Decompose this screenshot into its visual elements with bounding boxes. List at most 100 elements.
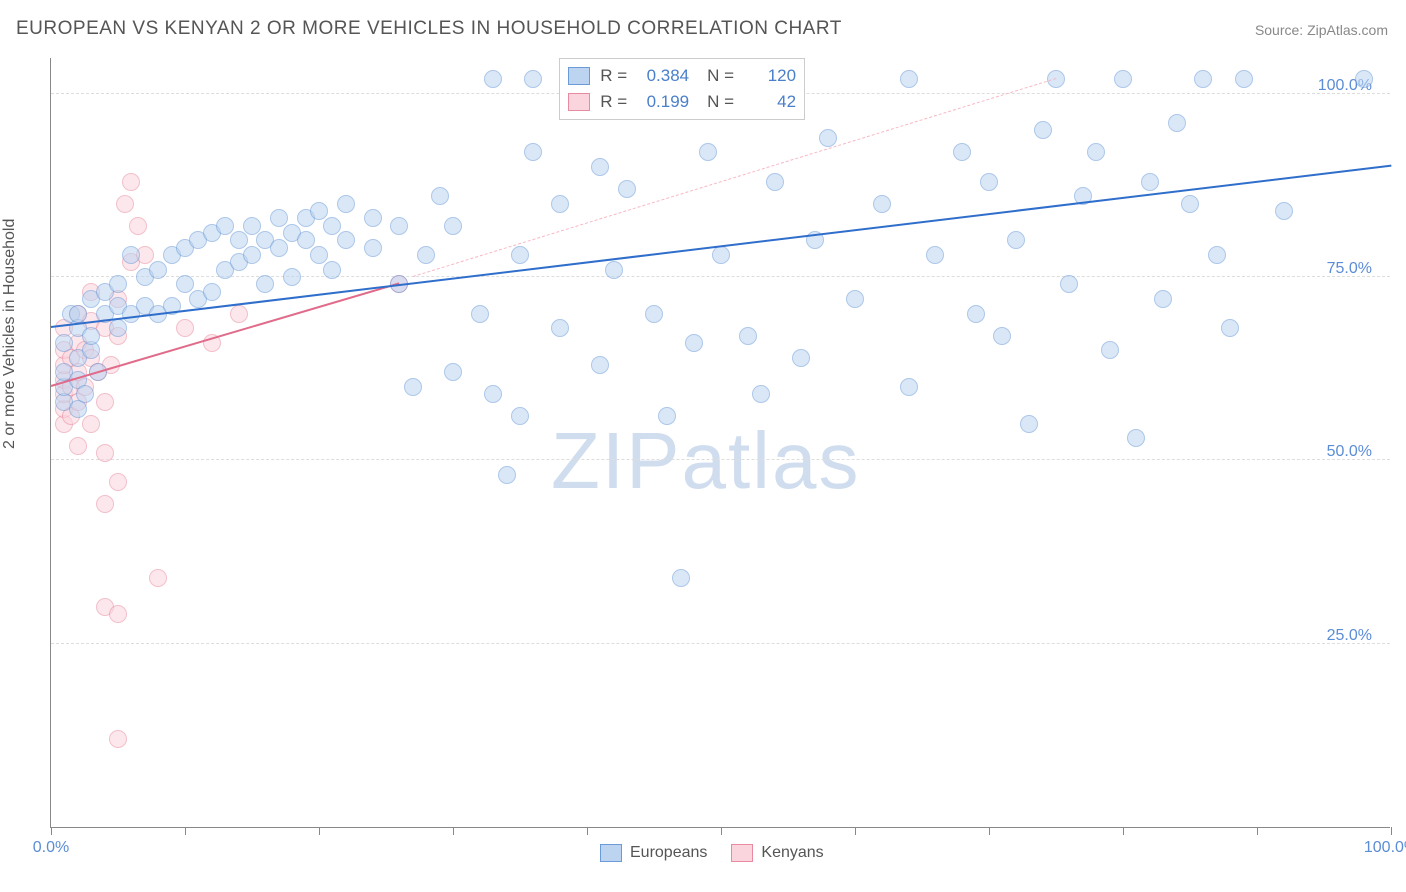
data-point xyxy=(792,349,810,367)
data-point xyxy=(69,305,87,323)
data-point xyxy=(1208,246,1226,264)
data-point xyxy=(1168,114,1186,132)
n-value: 120 xyxy=(744,66,796,86)
data-point xyxy=(82,415,100,433)
data-point xyxy=(1221,319,1239,337)
data-point xyxy=(900,70,918,88)
data-point xyxy=(591,158,609,176)
r-value: 0.384 xyxy=(637,66,689,86)
data-point xyxy=(109,730,127,748)
source-attribution: Source: ZipAtlas.com xyxy=(1255,22,1388,38)
data-point xyxy=(846,290,864,308)
data-point xyxy=(618,180,636,198)
data-point xyxy=(323,217,341,235)
data-point xyxy=(1275,202,1293,220)
data-point xyxy=(109,605,127,623)
watermark: ZIPatlas xyxy=(551,415,860,507)
data-point xyxy=(216,217,234,235)
data-point xyxy=(591,356,609,374)
data-point xyxy=(484,385,502,403)
data-point xyxy=(819,129,837,147)
data-point xyxy=(310,246,328,264)
x-tick xyxy=(587,827,588,835)
data-point xyxy=(256,275,274,293)
x-tick-label: 100.0% xyxy=(1364,839,1406,857)
gridline xyxy=(51,276,1390,277)
data-point xyxy=(511,407,529,425)
data-point xyxy=(739,327,757,345)
data-point xyxy=(645,305,663,323)
data-point xyxy=(1060,275,1078,293)
data-point xyxy=(323,261,341,279)
n-label: N = xyxy=(707,66,734,86)
data-point xyxy=(297,231,315,249)
x-tick xyxy=(1391,827,1392,835)
data-point xyxy=(116,195,134,213)
data-point xyxy=(699,143,717,161)
data-point xyxy=(766,173,784,191)
data-point xyxy=(82,327,100,345)
data-point xyxy=(980,173,998,191)
data-point xyxy=(404,378,422,396)
x-tick xyxy=(1257,827,1258,835)
data-point xyxy=(658,407,676,425)
legend-row: R =0.384N =120 xyxy=(568,63,796,89)
x-tick xyxy=(185,827,186,835)
data-point xyxy=(149,261,167,279)
chart-container: EUROPEAN VS KENYAN 2 OR MORE VEHICLES IN… xyxy=(0,0,1406,892)
data-point xyxy=(551,319,569,337)
data-point xyxy=(203,283,221,301)
data-point xyxy=(498,466,516,484)
data-point xyxy=(243,246,261,264)
y-axis-label: 2 or more Vehicles in Household xyxy=(1,219,19,449)
x-tick xyxy=(1123,827,1124,835)
gridline xyxy=(51,459,1390,460)
data-point xyxy=(685,334,703,352)
data-point xyxy=(96,393,114,411)
series-legend: Europeans Kenyans xyxy=(600,844,824,862)
y-tick-label: 50.0% xyxy=(1327,443,1372,461)
data-point xyxy=(364,209,382,227)
data-point xyxy=(364,239,382,257)
gridline xyxy=(51,643,1390,644)
data-point xyxy=(109,275,127,293)
data-point xyxy=(55,334,73,352)
data-point xyxy=(76,385,94,403)
legend-swatch xyxy=(568,93,590,111)
data-point xyxy=(122,173,140,191)
y-tick-label: 75.0% xyxy=(1327,260,1372,278)
data-point xyxy=(1020,415,1038,433)
data-point xyxy=(993,327,1011,345)
data-point xyxy=(96,495,114,513)
data-point xyxy=(873,195,891,213)
data-point xyxy=(1101,341,1119,359)
x-tick xyxy=(453,827,454,835)
legend-label: Europeans xyxy=(630,844,707,862)
data-point xyxy=(176,319,194,337)
legend-label: Kenyans xyxy=(761,844,823,862)
x-tick xyxy=(51,827,52,835)
data-point xyxy=(431,187,449,205)
data-point xyxy=(524,143,542,161)
data-point xyxy=(712,246,730,264)
data-point xyxy=(109,319,127,337)
r-value: 0.199 xyxy=(637,92,689,112)
data-point xyxy=(122,246,140,264)
data-point xyxy=(953,143,971,161)
data-point xyxy=(96,444,114,462)
data-point xyxy=(672,569,690,587)
chart-title: EUROPEAN VS KENYAN 2 OR MORE VEHICLES IN… xyxy=(16,18,842,40)
x-tick-label: 0.0% xyxy=(33,839,69,857)
legend-item: Kenyans xyxy=(731,844,823,862)
data-point xyxy=(1087,143,1105,161)
legend-swatch xyxy=(731,844,753,862)
data-point xyxy=(967,305,985,323)
plot-area: ZIPatlas 25.0%50.0%75.0%100.0%0.0%100.0% xyxy=(50,58,1390,828)
data-point xyxy=(484,70,502,88)
data-point xyxy=(1141,173,1159,191)
data-point xyxy=(1355,70,1373,88)
data-point xyxy=(390,217,408,235)
data-point xyxy=(176,275,194,293)
data-point xyxy=(1034,121,1052,139)
data-point xyxy=(337,231,355,249)
